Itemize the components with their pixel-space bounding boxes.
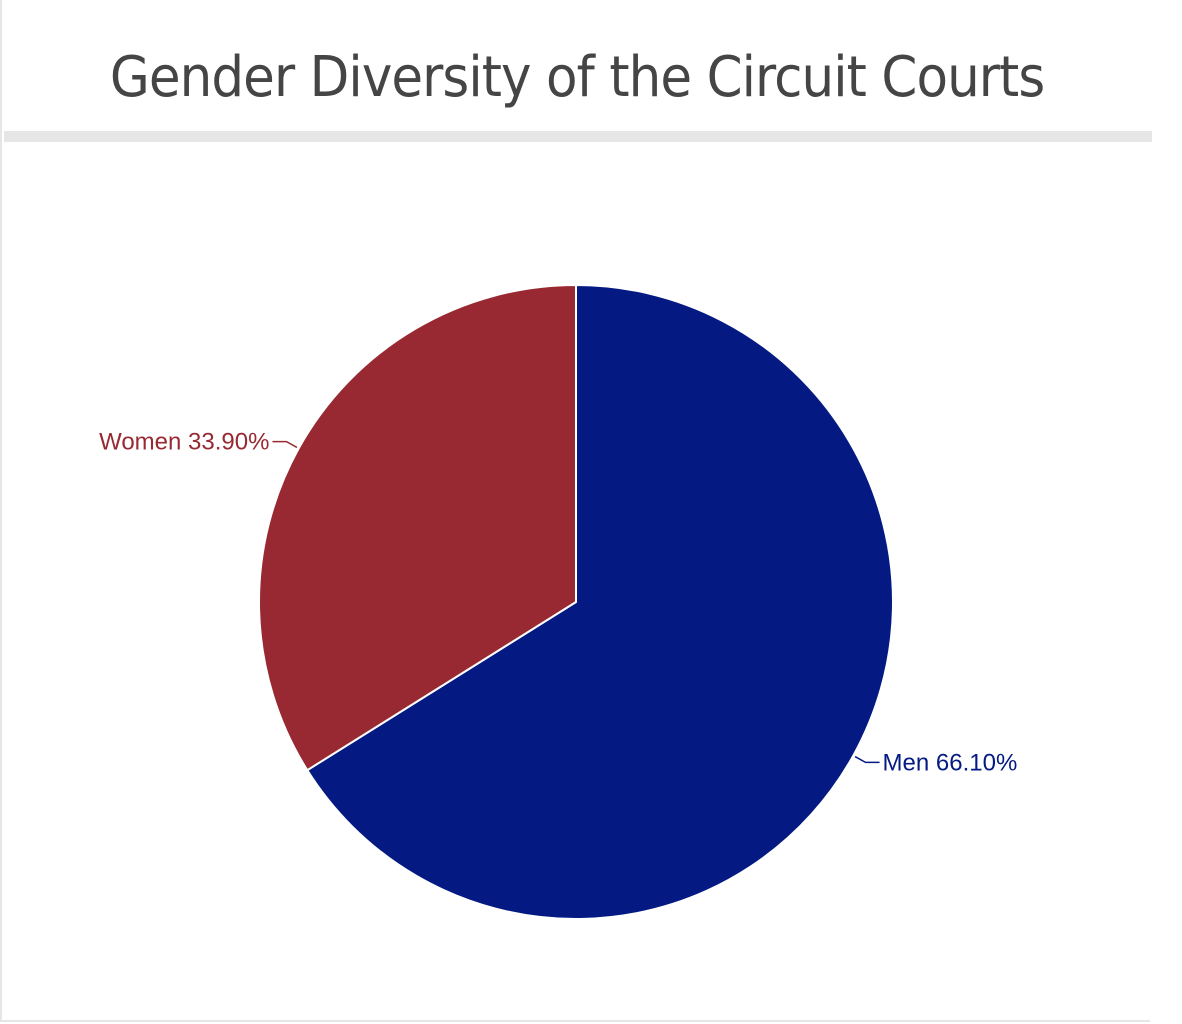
slice-label-men: Men 66.10% <box>883 749 1018 776</box>
slice-labels: Men 66.10% Women 33.90% <box>99 429 1017 777</box>
leader-line-women <box>272 440 298 449</box>
pie-slices <box>258 283 894 920</box>
chart-header: Gender Diversity of the Circuit Courts <box>2 0 1152 132</box>
pie-slice-men <box>305 283 894 920</box>
header-divider <box>4 131 1152 142</box>
leader-line-men <box>854 755 880 764</box>
slice-label-women: Women 33.90% <box>99 429 269 456</box>
pie-slice-women <box>258 283 577 772</box>
leader-lines <box>272 440 880 764</box>
chart-title: Gender Diversity of the Circuit Courts <box>109 45 1045 110</box>
